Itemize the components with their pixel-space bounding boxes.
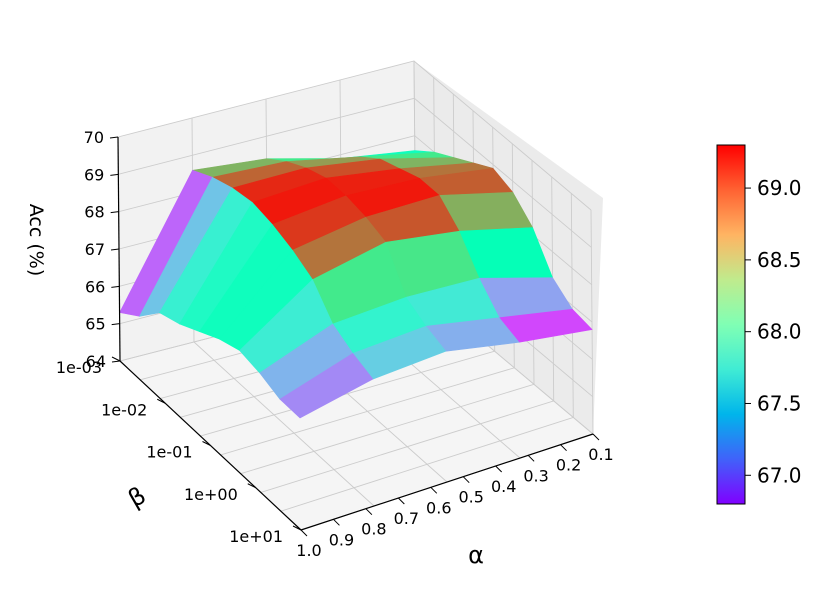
z-tick-label: 65: [85, 315, 105, 334]
z-tick: [110, 211, 119, 214]
y-tick: [202, 441, 211, 446]
surface-patch: [279, 353, 374, 419]
z-tick: [111, 285, 120, 288]
y-tick-label: 1e-03: [56, 358, 102, 377]
x-tick-label: 1.0: [296, 541, 321, 560]
x-tick: [495, 465, 503, 473]
z-tick-label: 69: [84, 165, 104, 184]
y-tick-label: 1e-02: [101, 400, 147, 419]
colorbar-ticks: 67.0 67.5 68.0 68.5 69.0: [745, 176, 802, 487]
x-tick: [430, 486, 438, 494]
z-tick-label: 68: [84, 203, 104, 222]
z-tick: [110, 248, 120, 251]
colorbar-tick-label: 68.5: [757, 248, 802, 272]
y-tick: [111, 356, 121, 362]
x-tick-label: 0.1: [588, 445, 613, 464]
colorbar-tick-label: 68.0: [757, 320, 802, 344]
x-tick-label: 0.9: [329, 530, 354, 549]
y-tick-label: 1e+00: [184, 485, 238, 504]
colorbar: [716, 144, 746, 505]
x-tick: [333, 518, 340, 526]
x-tick-label: 0.7: [394, 509, 419, 528]
x-tick: [365, 508, 373, 516]
axis-ticks: 64 65 66 67 68 69 70 1e-03 1e-02 1e-01 1e+00 1e+01 1…: [56, 128, 614, 560]
y-tick: [292, 525, 302, 531]
y-tick-label: 1e+01: [229, 527, 283, 546]
z-tick-label: 64: [86, 352, 106, 371]
y-axis-label: β: [123, 481, 150, 513]
y-tick: [157, 398, 166, 404]
z-tick-label: 67: [85, 240, 105, 259]
z-tick-label: 66: [85, 277, 105, 296]
x-tick: [527, 454, 535, 462]
x-tick: [462, 476, 470, 484]
x-tick: [300, 529, 308, 537]
colorbar-tick-label: 69.0: [757, 176, 802, 200]
x-tick-label: 0.8: [361, 520, 386, 539]
x-tick-label: 0.5: [458, 488, 483, 507]
z-tick: [109, 136, 119, 139]
x-axis-line: [300, 433, 594, 531]
x-tick: [560, 444, 567, 452]
colorbar-tick-label: 67.0: [757, 463, 802, 487]
z-tick: [110, 173, 119, 176]
z-tick: [111, 323, 120, 326]
x-tick: [397, 497, 405, 505]
x-tick-label: 0.6: [426, 498, 451, 517]
x-tick-label: 0.4: [491, 477, 516, 496]
z-tick-label: 70: [84, 128, 104, 147]
x-axis-label: α: [468, 541, 484, 569]
x-tick: [592, 433, 600, 441]
z-tick: [111, 360, 121, 363]
y-tick-label: 1e-01: [146, 443, 192, 462]
x-tick-label: 0.2: [556, 456, 581, 475]
colorbar-tick-label: 67.5: [757, 391, 802, 415]
x-tick-label: 0.3: [523, 466, 548, 485]
surface: [119, 150, 593, 419]
z-axis-label: Acc (%): [25, 204, 47, 276]
y-tick: [247, 483, 256, 489]
